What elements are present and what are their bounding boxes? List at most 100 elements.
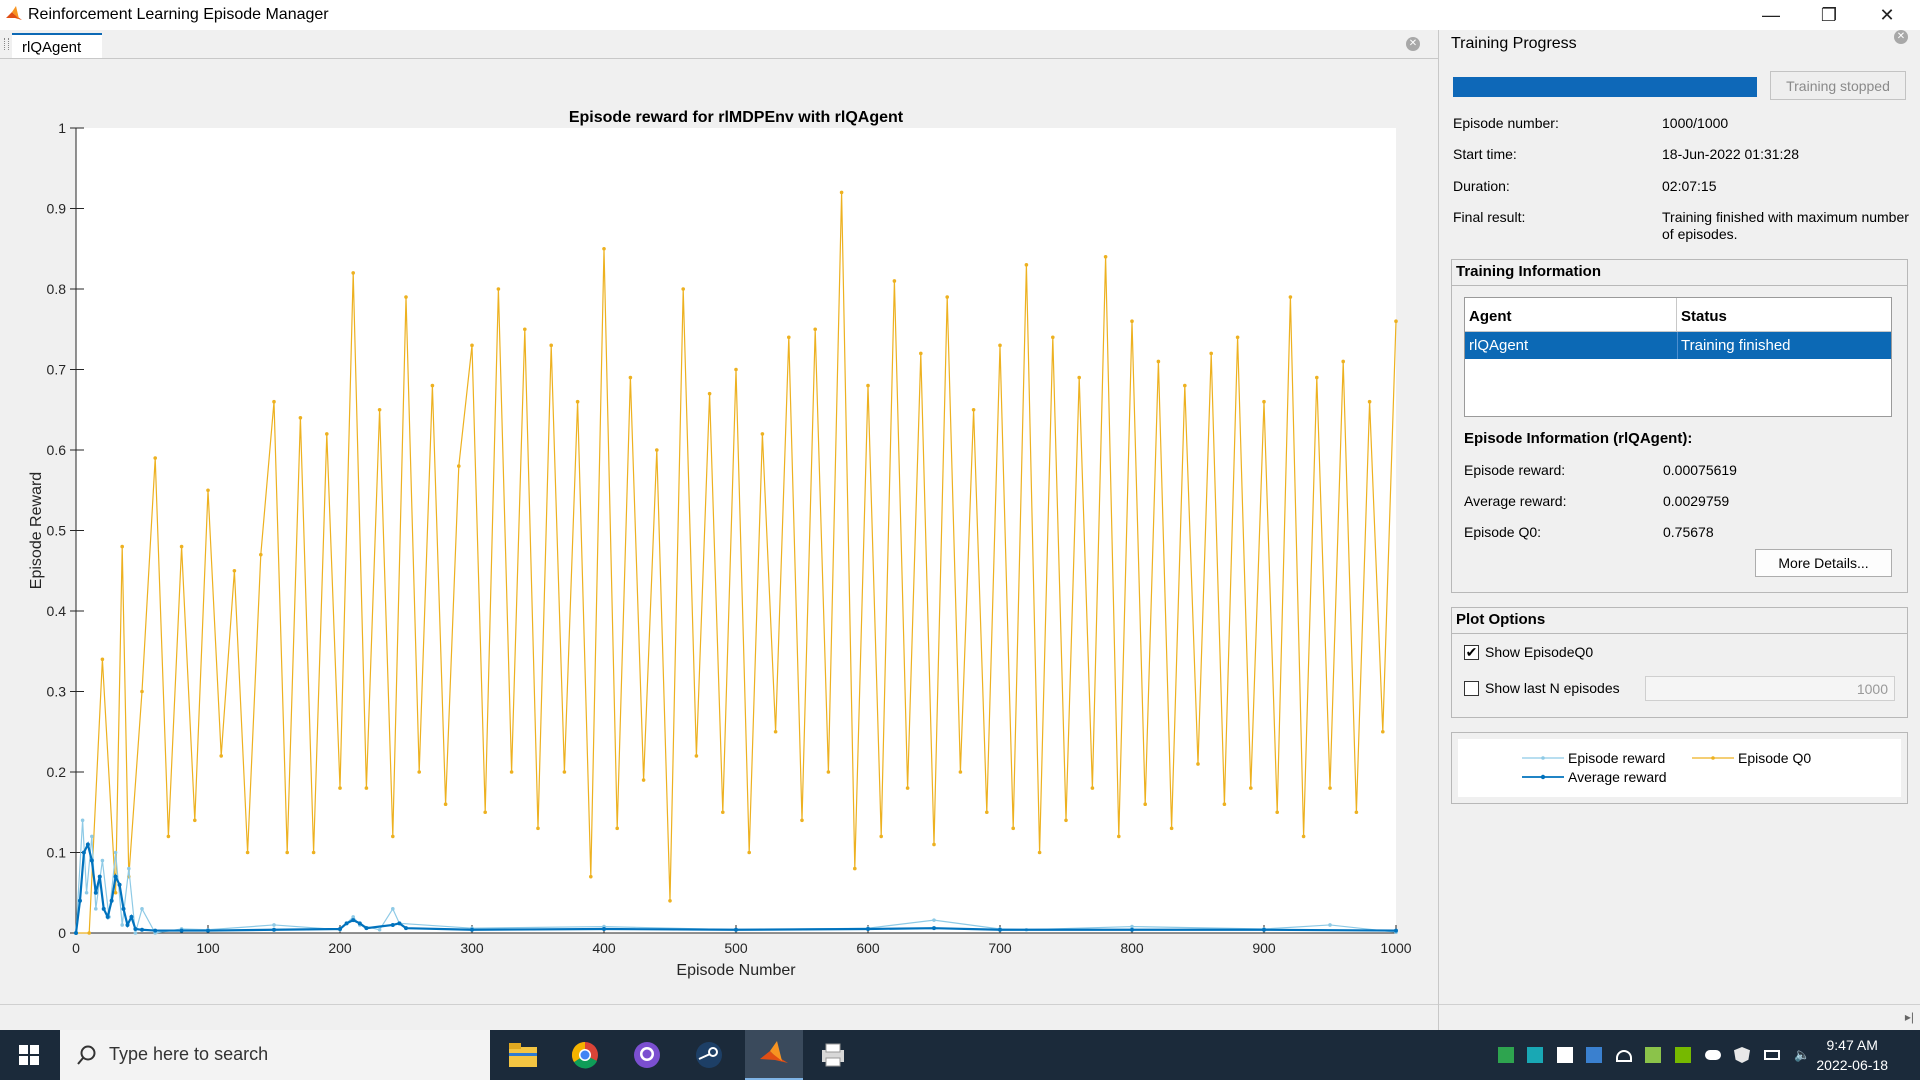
data-point-episode-q0 <box>219 754 223 758</box>
search-placeholder: Type here to search <box>109 1044 269 1064</box>
data-point-average-reward <box>105 914 110 919</box>
show-last-n-checkbox[interactable] <box>1464 681 1479 696</box>
table-row[interactable]: rlQAgent Training finished <box>1465 332 1891 359</box>
data-point-average-reward <box>932 926 936 931</box>
close-panel-icon[interactable]: ✕ <box>1406 37 1420 51</box>
data-point-episode-q0 <box>417 770 422 774</box>
tray-app-icon[interactable] <box>1645 1047 1661 1063</box>
x-tick-label: 600 <box>856 940 880 956</box>
more-details-button[interactable]: More Details... <box>1755 549 1892 577</box>
data-point-average-reward <box>121 906 126 911</box>
data-point-episode-reward <box>932 918 936 922</box>
data-point-episode-q0 <box>694 754 699 758</box>
volume-icon[interactable]: 🔈 <box>1794 1047 1811 1062</box>
data-point-episode-q0 <box>562 770 567 774</box>
data-point-episode-q0 <box>285 850 290 855</box>
data-point-episode-q0 <box>1222 802 1227 806</box>
wifi-icon[interactable] <box>1616 1050 1632 1062</box>
start-button[interactable] <box>0 1030 58 1080</box>
group-separator <box>1452 633 1907 634</box>
last-n-episodes-input[interactable]: 1000 <box>1645 676 1895 701</box>
matlab-icon[interactable] <box>745 1030 803 1080</box>
start-time-value: 18-Jun-2022 01:31:28 <box>1662 146 1799 162</box>
right-panel-scrollbar[interactable]: ▸| <box>1439 1004 1920 1031</box>
data-point-episode-q0 <box>826 770 831 774</box>
drag-grip-icon[interactable] <box>4 38 9 50</box>
clock-time: 9:47 AM <box>1826 1037 1878 1053</box>
data-point-episode-reward <box>377 927 382 932</box>
x-tick-label: 900 <box>1252 940 1276 956</box>
training-progress-panel: Training Progress ✕ Training stopped Epi… <box>1439 30 1920 1030</box>
close-panel-icon[interactable]: ✕ <box>1894 30 1908 44</box>
data-point-episode-q0 <box>879 834 883 839</box>
data-point-episode-q0 <box>813 327 817 332</box>
nvidia-icon[interactable] <box>1675 1047 1691 1063</box>
progress-bar <box>1453 77 1757 97</box>
data-point-episode-q0 <box>721 810 725 815</box>
final-result-label: Final result: <box>1453 209 1526 225</box>
data-point-episode-q0 <box>1051 335 1055 340</box>
steam-icon[interactable] <box>691 1037 727 1073</box>
minimize-button[interactable]: — <box>1762 4 1780 25</box>
table-header-agent: Agent <box>1465 298 1677 332</box>
plot-area: 0 100 200 300 400 500 600 700 800 900 1000 0 0.1 0.2 0… <box>0 59 1438 1004</box>
training-stopped-button[interactable]: Training stopped <box>1770 71 1906 100</box>
taskbar-search-box[interactable]: Type here to search <box>60 1030 490 1080</box>
data-point-average-reward <box>81 850 86 855</box>
episode-number-value: 1000/1000 <box>1662 115 1729 131</box>
expand-arrow-icon[interactable]: ▸| <box>1904 1010 1914 1024</box>
data-point-episode-reward <box>133 931 138 935</box>
battery-icon[interactable] <box>1764 1050 1780 1060</box>
table-header-status: Status <box>1677 298 1891 332</box>
file-explorer-icon[interactable] <box>505 1037 541 1073</box>
horizontal-scrollbar[interactable] <box>0 1004 1438 1031</box>
show-episodeq0-checkbox[interactable]: ✔ <box>1464 644 1479 660</box>
data-point-episode-q0 <box>536 826 540 831</box>
data-point-episode-q0 <box>1328 786 1332 790</box>
data-point-average-reward <box>1262 927 1266 932</box>
security-shield-icon[interactable] <box>1734 1047 1750 1063</box>
data-point-episode-q0 <box>1341 359 1345 364</box>
data-point-episode-q0 <box>760 432 765 436</box>
episode-reward-chart: 0 100 200 300 400 500 600 700 800 900 1000 0 0.1 0.2 0… <box>28 109 1412 979</box>
tab-rlqagent[interactable]: rlQAgent <box>12 33 102 58</box>
window-title-bar: Reinforcement Learning Episode Manager —… <box>0 0 1920 30</box>
data-point-average-reward <box>397 921 402 926</box>
data-point-episode-q0 <box>120 544 124 549</box>
panel-divider[interactable] <box>1438 30 1439 1030</box>
drive-icon[interactable] <box>1498 1047 1514 1063</box>
tray-app-icon[interactable] <box>1586 1047 1602 1063</box>
data-point-average-reward <box>117 882 122 887</box>
taskbar-clock[interactable]: 9:47 AM 2022-06-18 <box>1816 1035 1888 1075</box>
data-point-episode-q0 <box>628 375 633 380</box>
agent-status-table: Agent Status rlQAgent Training finished <box>1464 297 1892 417</box>
data-point-episode-q0 <box>1169 826 1174 831</box>
onedrive-icon[interactable] <box>1705 1050 1721 1060</box>
data-point-episode-q0 <box>193 818 197 823</box>
tray-app-icon[interactable] <box>1527 1047 1543 1063</box>
data-point-episode-q0 <box>1117 834 1121 839</box>
data-point-episode-q0 <box>1235 335 1240 340</box>
data-point-episode-reward <box>351 915 356 919</box>
chrome-icon[interactable] <box>567 1037 603 1073</box>
data-point-episode-q0 <box>113 890 118 895</box>
y-tick-label: 0.6 <box>47 442 67 458</box>
close-button[interactable]: ✕ <box>1879 4 1895 25</box>
printer-app-icon[interactable] <box>815 1037 851 1073</box>
average-reward-label: Average reward: <box>1464 493 1567 509</box>
data-point-episode-q0 <box>377 407 382 412</box>
data-point-episode-q0 <box>1367 399 1372 404</box>
data-point-episode-q0 <box>430 383 435 388</box>
data-point-episode-q0 <box>892 279 897 283</box>
average-reward-value: 0.0029759 <box>1663 493 1730 509</box>
tray-app-icon[interactable] <box>1557 1047 1573 1063</box>
data-point-episode-q0 <box>1156 359 1161 364</box>
data-point-episode-q0 <box>773 729 778 734</box>
data-point-episode-q0 <box>905 786 910 790</box>
data-point-episode-q0 <box>655 448 659 452</box>
github-desktop-icon[interactable] <box>629 1037 665 1073</box>
data-point-episode-q0 <box>1354 810 1359 815</box>
taskbar: Type here to search 🔈 9:47 AM 2022-06-18 <box>0 1030 1920 1080</box>
data-point-average-reward <box>125 922 130 927</box>
maximize-button[interactable]: ❐ <box>1820 4 1838 25</box>
